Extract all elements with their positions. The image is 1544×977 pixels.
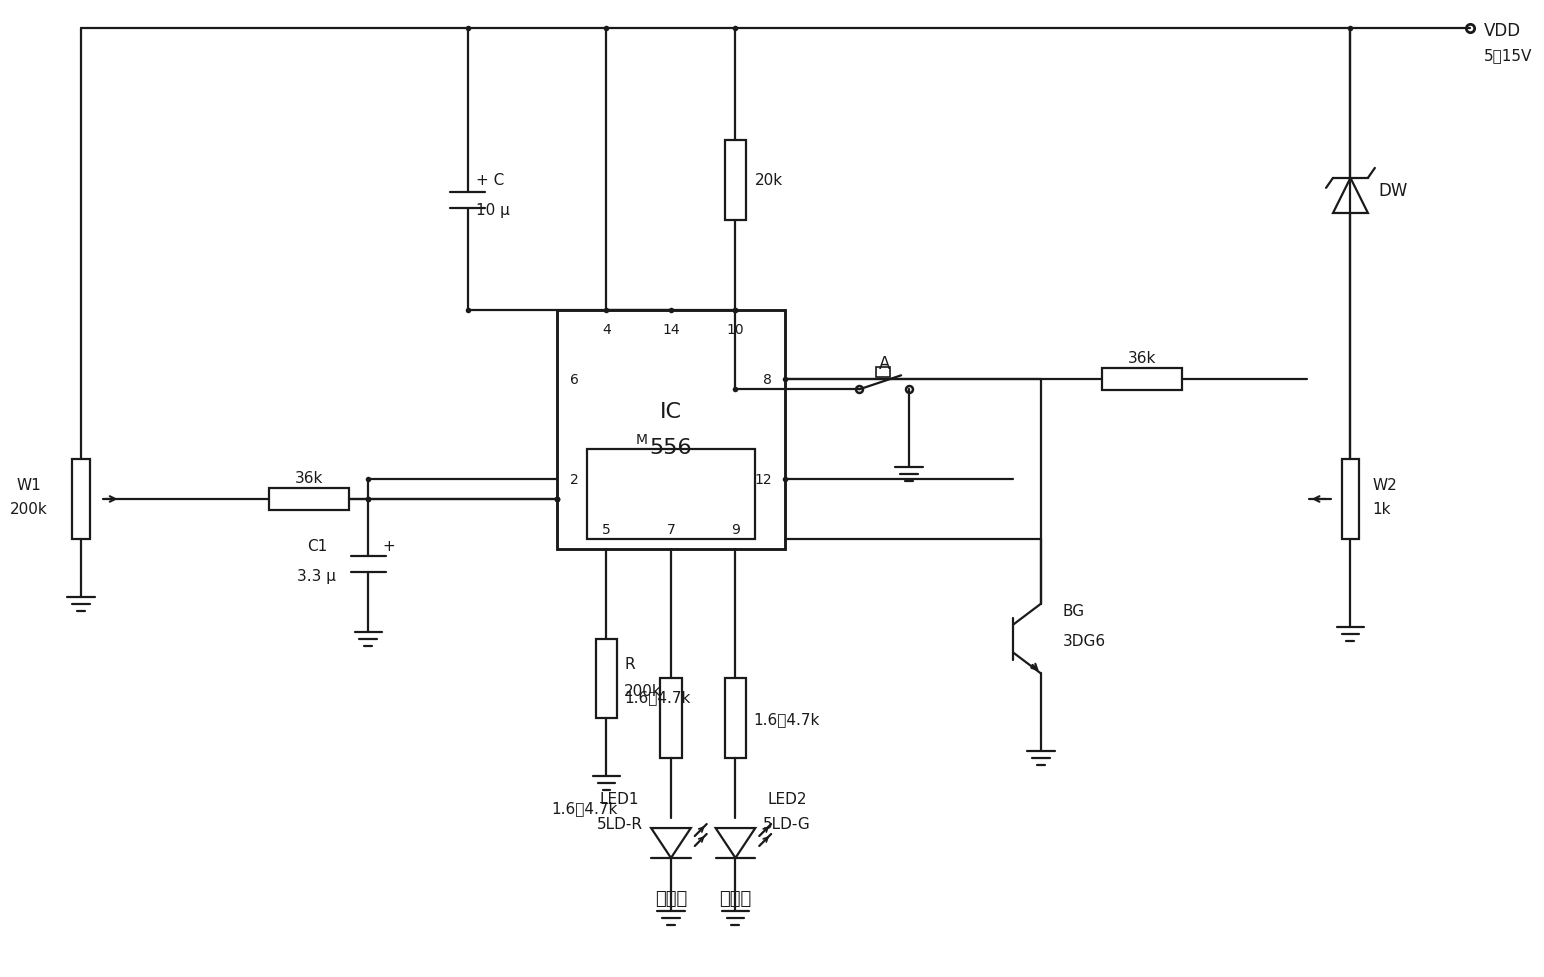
Text: R: R	[624, 657, 635, 671]
Text: 200k: 200k	[624, 683, 662, 699]
Text: 20k: 20k	[755, 173, 783, 189]
Bar	[596, 639, 618, 719]
Text: 5LD-G: 5LD-G	[763, 816, 811, 830]
Text: + C: + C	[476, 173, 503, 189]
Text: 36k: 36k	[295, 470, 323, 485]
Bar	[1342, 459, 1359, 539]
Text: 3.3 μ: 3.3 μ	[298, 569, 337, 583]
Bar	[877, 368, 891, 378]
Text: 7: 7	[667, 523, 675, 536]
Text: 6: 6	[570, 373, 579, 387]
Text: IC: IC	[659, 402, 682, 422]
Bar	[557, 310, 784, 549]
Text: 1k: 1k	[1373, 502, 1391, 517]
Text: 200k: 200k	[11, 502, 48, 517]
Bar	[724, 141, 746, 221]
Text: 14: 14	[662, 323, 679, 337]
Text: 12: 12	[755, 473, 772, 487]
Text: C1: C1	[307, 538, 327, 554]
Text: 9: 9	[730, 523, 740, 536]
Text: 10 μ: 10 μ	[476, 203, 510, 218]
Text: +: +	[383, 538, 395, 554]
Text: 4: 4	[602, 323, 611, 337]
Bar	[73, 459, 90, 539]
Text: A: A	[879, 355, 889, 373]
Bar	[659, 679, 682, 758]
Text: VDD: VDD	[1484, 22, 1521, 40]
Text: 5: 5	[602, 523, 611, 536]
Text: 1.6～4.7k: 1.6～4.7k	[753, 711, 820, 726]
Bar	[587, 449, 755, 539]
Text: 556: 556	[650, 438, 692, 457]
Text: M: M	[635, 433, 647, 446]
Text: 1.6～4.7k: 1.6～4.7k	[624, 689, 690, 704]
Text: 高电平: 高电平	[655, 889, 687, 907]
Bar	[269, 488, 349, 510]
Text: W2: W2	[1373, 477, 1397, 492]
Text: LED1: LED1	[599, 790, 639, 806]
Text: 1.6～4.7k: 1.6～4.7k	[551, 801, 618, 816]
Text: 10: 10	[727, 323, 744, 337]
Text: 低电平: 低电平	[720, 889, 752, 907]
Text: 8: 8	[763, 373, 772, 387]
Text: 36k: 36k	[1129, 351, 1156, 365]
Text: W1: W1	[17, 477, 42, 492]
Text: BG: BG	[1062, 604, 1085, 618]
Text: 5～15V: 5～15V	[1484, 48, 1532, 63]
Text: 5LD-R: 5LD-R	[596, 816, 642, 830]
Bar	[1102, 369, 1181, 391]
Text: 3DG6: 3DG6	[1062, 633, 1106, 649]
Text: DW: DW	[1379, 182, 1408, 199]
Bar	[724, 679, 746, 758]
Text: LED2: LED2	[767, 790, 808, 806]
Text: 2: 2	[570, 473, 579, 487]
